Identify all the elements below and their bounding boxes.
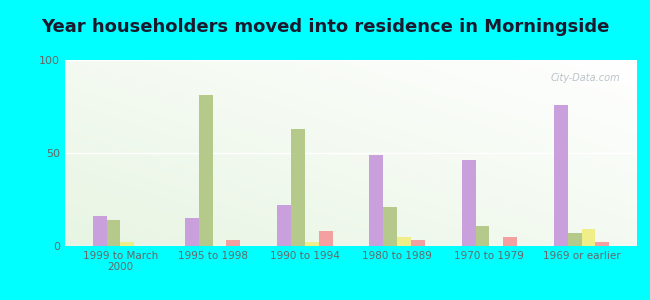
Text: Year householders moved into residence in Morningside: Year householders moved into residence i…	[41, 18, 609, 36]
Bar	[93, 216, 107, 246]
Bar	[226, 240, 240, 246]
Bar	[369, 155, 384, 246]
Bar	[291, 129, 305, 246]
Bar	[120, 242, 134, 246]
Bar	[185, 218, 199, 246]
Text: City-Data.com: City-Data.com	[550, 73, 620, 83]
Bar	[476, 226, 489, 246]
Bar	[305, 242, 318, 246]
Bar	[277, 205, 291, 246]
Bar	[503, 237, 517, 246]
Bar	[568, 233, 582, 246]
Bar	[397, 237, 411, 246]
Bar	[411, 240, 425, 246]
Bar	[107, 220, 120, 246]
Bar	[582, 229, 595, 246]
Bar	[595, 242, 609, 246]
Bar	[554, 105, 568, 246]
Bar	[462, 160, 476, 246]
Bar	[384, 207, 397, 246]
Bar	[199, 95, 213, 246]
Bar	[318, 231, 333, 246]
